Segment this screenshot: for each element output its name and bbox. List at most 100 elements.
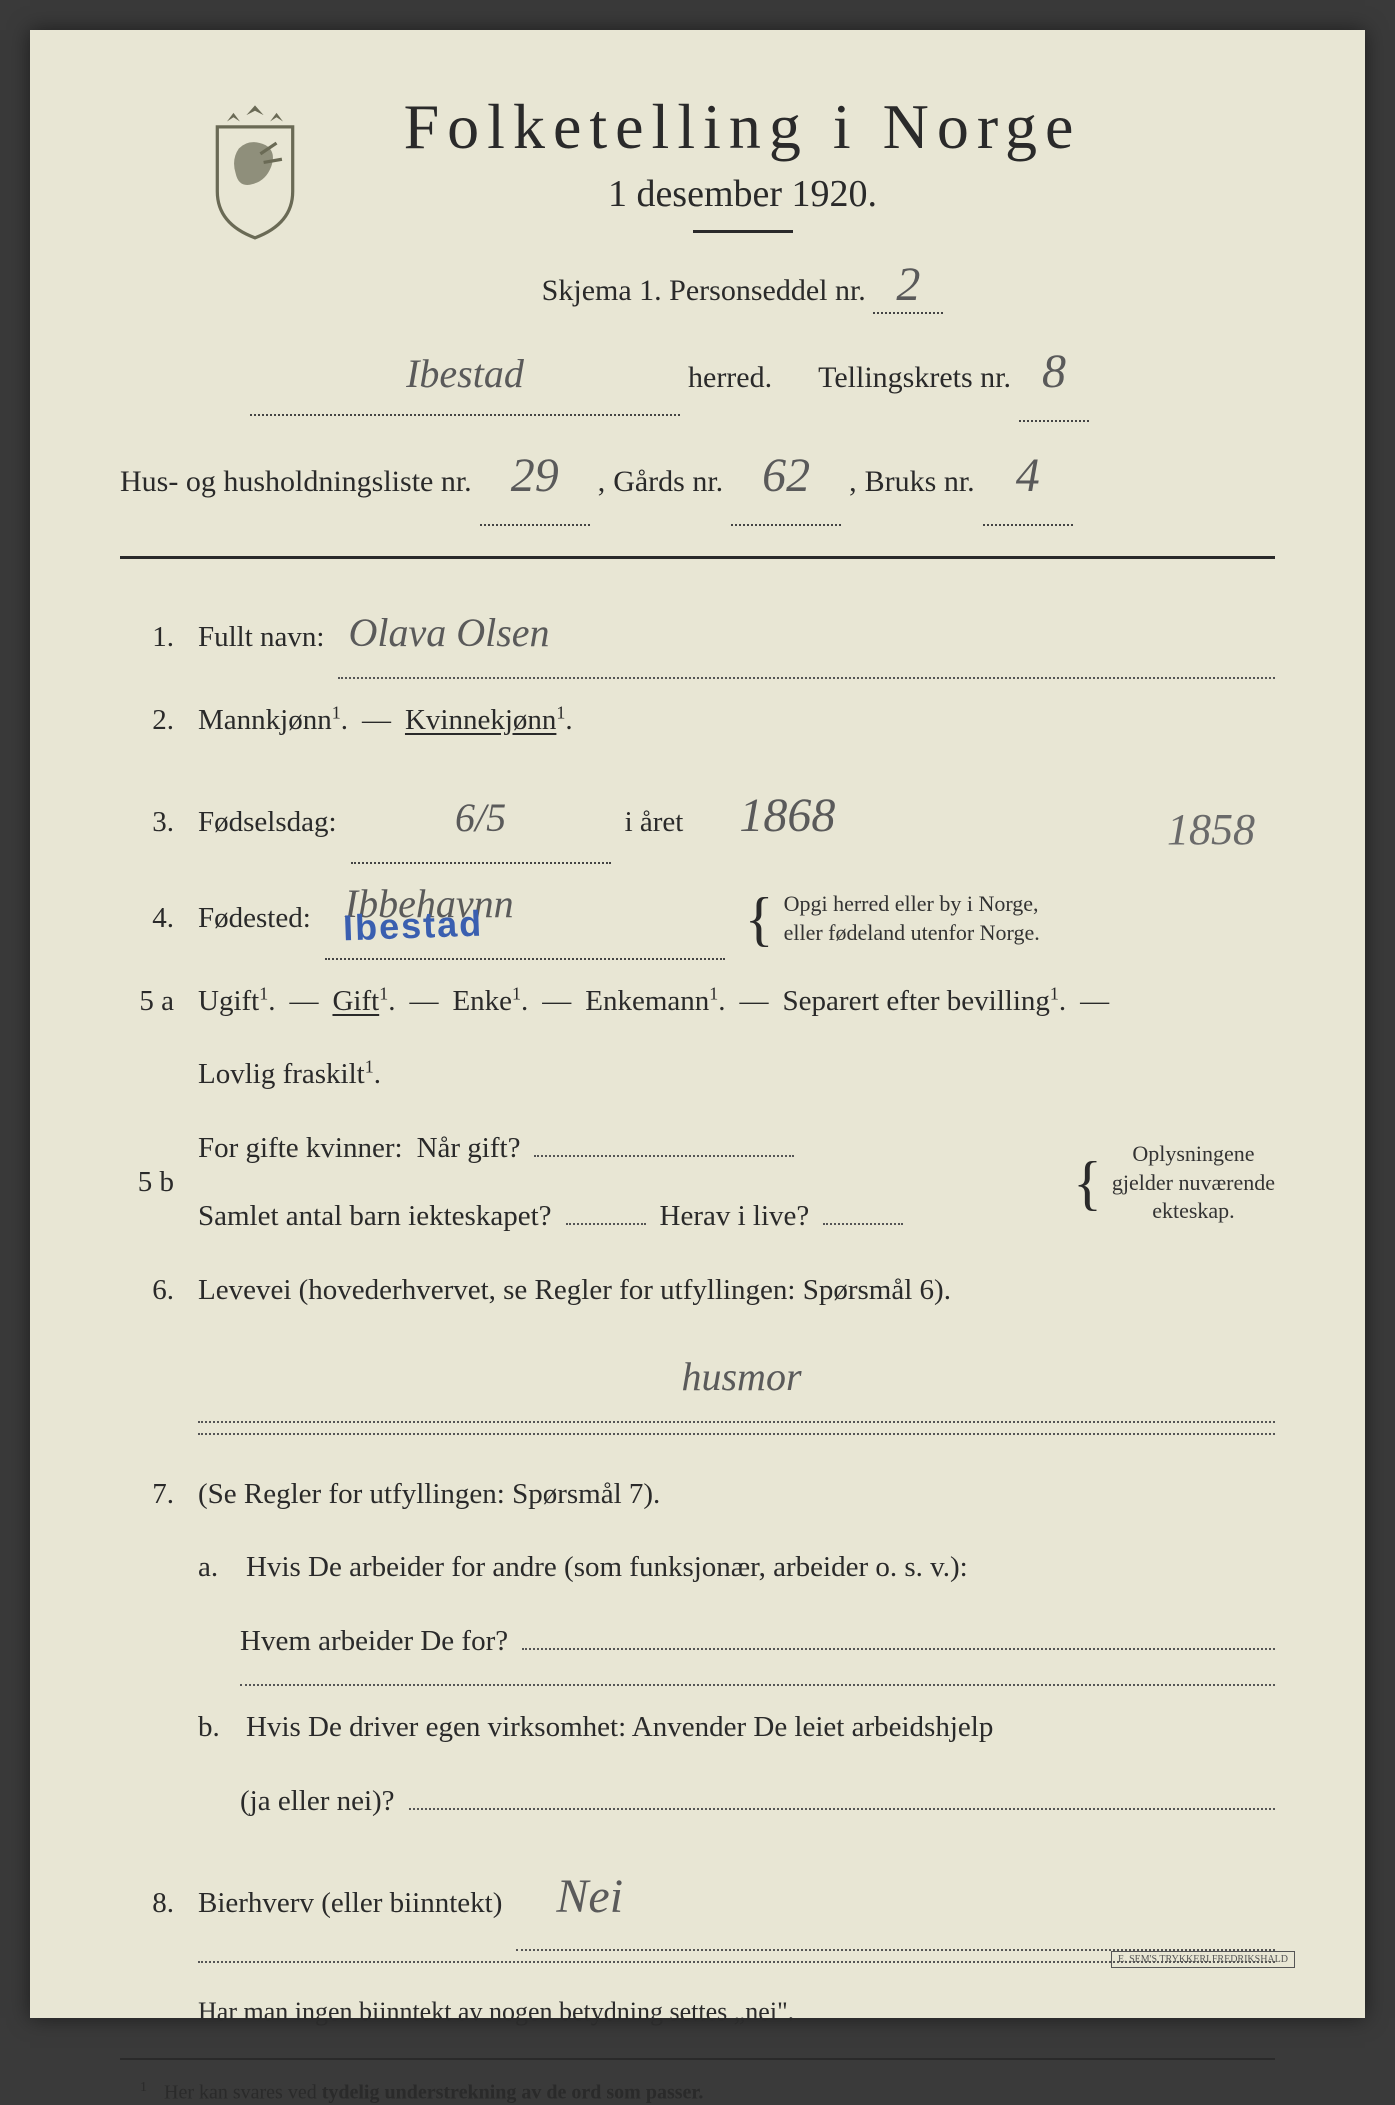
- q7b-num: b.: [198, 1696, 232, 1760]
- footnote-nei: Har man ingen biinntekt av nogen betydni…: [120, 1983, 1275, 2040]
- q3-mid: i året: [625, 791, 684, 855]
- q7-intro: (Se Regler for utfyllingen: Spørsmål 7).: [198, 1463, 660, 1527]
- q5a-separert: Separert efter bevilling1.: [783, 970, 1067, 1034]
- q7a: a. Hvis De arbeider for andre (som funks…: [120, 1536, 1275, 1600]
- gards-label: Gårds nr.: [613, 452, 723, 512]
- q5a-line2: Lovlig fraskilt1.: [120, 1043, 1275, 1107]
- q5b-l1a: For gifte kvinner:: [198, 1117, 403, 1181]
- q2-num: 2.: [120, 689, 184, 753]
- rule-1: [120, 556, 1275, 559]
- q7a-num: a.: [198, 1536, 232, 1600]
- q5b-l2b: Herav i live?: [660, 1185, 810, 1249]
- q7-num: 7.: [120, 1463, 184, 1527]
- q1-value: Olava Olsen: [338, 589, 1275, 679]
- q5b: 5 b For gifte kvinner: Når gift? Samlet …: [120, 1117, 1275, 1249]
- q4-value-wrap: Ibbehavnn Ibestad: [325, 878, 725, 959]
- husliste-label: Hus- og husholdningsliste nr.: [120, 452, 472, 512]
- title-block: Folketelling i Norge 1 desember 1920. Sk…: [350, 90, 1275, 314]
- census-form-page: Folketelling i Norge 1 desember 1920. Sk…: [30, 30, 1365, 2018]
- q7a-blank: [522, 1648, 1275, 1650]
- subtitle: 1 desember 1920.: [350, 172, 1135, 216]
- meta-row-2: Hus- og husholdningsliste nr. 29, Gårds …: [120, 428, 1275, 526]
- q7b: b. Hvis De driver egen virksomhet: Anven…: [120, 1696, 1275, 1760]
- header: Folketelling i Norge 1 desember 1920. Sk…: [120, 90, 1275, 314]
- skjema-line: Skjema 1. Personseddel nr. 2: [350, 257, 1135, 314]
- q7: 7. (Se Regler for utfyllingen: Spørsmål …: [120, 1463, 1275, 1527]
- title-rule: [693, 230, 793, 233]
- q6-blank: [198, 1433, 1275, 1435]
- q3-num: 3.: [120, 791, 184, 855]
- q5a-gift: Gift1.: [332, 970, 395, 1034]
- q3: 3. Fødselsdag: 6/5 i året 1868: [120, 763, 1275, 869]
- q5b-barn-blank: [566, 1197, 646, 1225]
- q8-blank-row: [120, 1961, 1275, 1963]
- q1-label: Fullt navn:: [198, 606, 324, 670]
- q1-num: 1.: [120, 606, 184, 670]
- q4-note: { Opgi herred eller by i Norge, eller fø…: [739, 890, 1040, 947]
- footnote-1: 1 Her kan svares ved tydelig understrekn…: [120, 2080, 1275, 2105]
- margin-year: 1858: [1167, 782, 1255, 879]
- questions: 1. Fullt navn: Olava Olsen 2. Mannkjønn1…: [120, 589, 1275, 2040]
- q7b-l2: (ja eller nei)?: [120, 1770, 1275, 1834]
- q4-stamp: Ibestad: [341, 884, 484, 968]
- herred-label: herred.: [688, 348, 772, 408]
- q7a-l2-label: Hvem arbeider De for?: [240, 1610, 508, 1674]
- q4-label: Fødested:: [198, 887, 311, 951]
- q5a-enke: Enke1.: [452, 970, 528, 1034]
- brace-icon: {: [739, 892, 780, 946]
- q5a-enkemann: Enkemann1.: [585, 970, 725, 1034]
- q5b-note: { Oplysningene gjelder nuværende ekteska…: [1067, 1140, 1275, 1226]
- q8-label: Bierhverv (eller biinntekt): [198, 1872, 502, 1936]
- q5a-fraskilt: Lovlig fraskilt1.: [198, 1043, 381, 1107]
- husliste-nr: 29: [480, 428, 590, 526]
- q5b-num: 5 b: [120, 1151, 184, 1215]
- q3-day: 6/5: [351, 774, 611, 864]
- q7b-blank: [409, 1808, 1275, 1810]
- q2-female: Kvinnekjønn1.: [405, 689, 573, 753]
- q5b-live-blank: [823, 1197, 903, 1225]
- q3-label: Fødselsdag:: [198, 791, 337, 855]
- q2: 2. Mannkjønn1. — Kvinnekjønn1.: [120, 689, 1275, 753]
- q7b-l2-label: (ja eller nei)?: [240, 1770, 395, 1834]
- coat-of-arms-icon: [200, 100, 310, 240]
- q7a-blank2-row: [120, 1684, 1275, 1686]
- q7a-l1: Hvis De arbeider for andre (som funksjon…: [246, 1536, 968, 1600]
- q7a-blank2: [240, 1684, 1275, 1686]
- q8: 8. Bierhverv (eller biinntekt) Nei: [120, 1844, 1275, 1952]
- q2-male: Mannkjønn1.: [198, 689, 348, 753]
- q5a-num: 5 a: [120, 970, 184, 1034]
- brace-icon: {: [1067, 1156, 1108, 1210]
- q7a-l2: Hvem arbeider De for?: [120, 1610, 1275, 1674]
- q6-num: 6.: [120, 1259, 184, 1323]
- q8-value: Nei: [516, 1844, 1275, 1952]
- q4: 4. Fødested: Ibbehavnn Ibestad { Opgi he…: [120, 878, 1275, 959]
- q1: 1. Fullt navn: Olava Olsen: [120, 589, 1275, 679]
- q5b-l1b: Når gift?: [417, 1117, 521, 1181]
- bruks-nr: 4: [983, 428, 1073, 526]
- main-title: Folketelling i Norge: [350, 90, 1135, 164]
- rule-2: [120, 2058, 1275, 2060]
- q5a-ugift: Ugift1.: [198, 970, 275, 1034]
- printer-mark: E. SEM'S TRYKKERI FREDRIKSHALD: [1111, 1951, 1295, 1968]
- q5b-l2a: Samlet antal barn iekteskapet?: [198, 1185, 552, 1249]
- q6: 6. Levevei (hovederhvervet, se Regler fo…: [120, 1259, 1275, 1323]
- personseddel-nr: 2: [873, 257, 943, 314]
- q5a: 5 a Ugift1. — Gift1. — Enke1. — Enkemann…: [120, 970, 1275, 1034]
- bruks-label: Bruks nr.: [865, 452, 975, 512]
- meta-row-1: Ibestad herred. Tellingskrets nr. 8: [120, 324, 1275, 422]
- q5b-gift-blank: [534, 1129, 794, 1157]
- q6-blank-row: [120, 1433, 1275, 1435]
- q6-label: Levevei (hovederhvervet, se Regler for u…: [198, 1259, 951, 1323]
- tellingskrets-nr: 8: [1019, 324, 1089, 422]
- q4-num: 4.: [120, 887, 184, 951]
- q7b-l1: Hvis De driver egen virksomhet: Anvender…: [246, 1696, 993, 1760]
- q6-value: husmor: [198, 1333, 1275, 1423]
- q6-value-row: husmor: [120, 1333, 1275, 1423]
- herred-value: Ibestad: [250, 334, 680, 416]
- meta-block: Ibestad herred. Tellingskrets nr. 8 Hus-…: [120, 324, 1275, 526]
- gards-nr: 62: [731, 428, 841, 526]
- q3-year: 1868: [697, 763, 877, 869]
- q8-num: 8.: [120, 1872, 184, 1936]
- skjema-label: Skjema 1. Personseddel nr.: [542, 274, 866, 307]
- tellingskrets-label: Tellingskrets nr.: [818, 348, 1011, 408]
